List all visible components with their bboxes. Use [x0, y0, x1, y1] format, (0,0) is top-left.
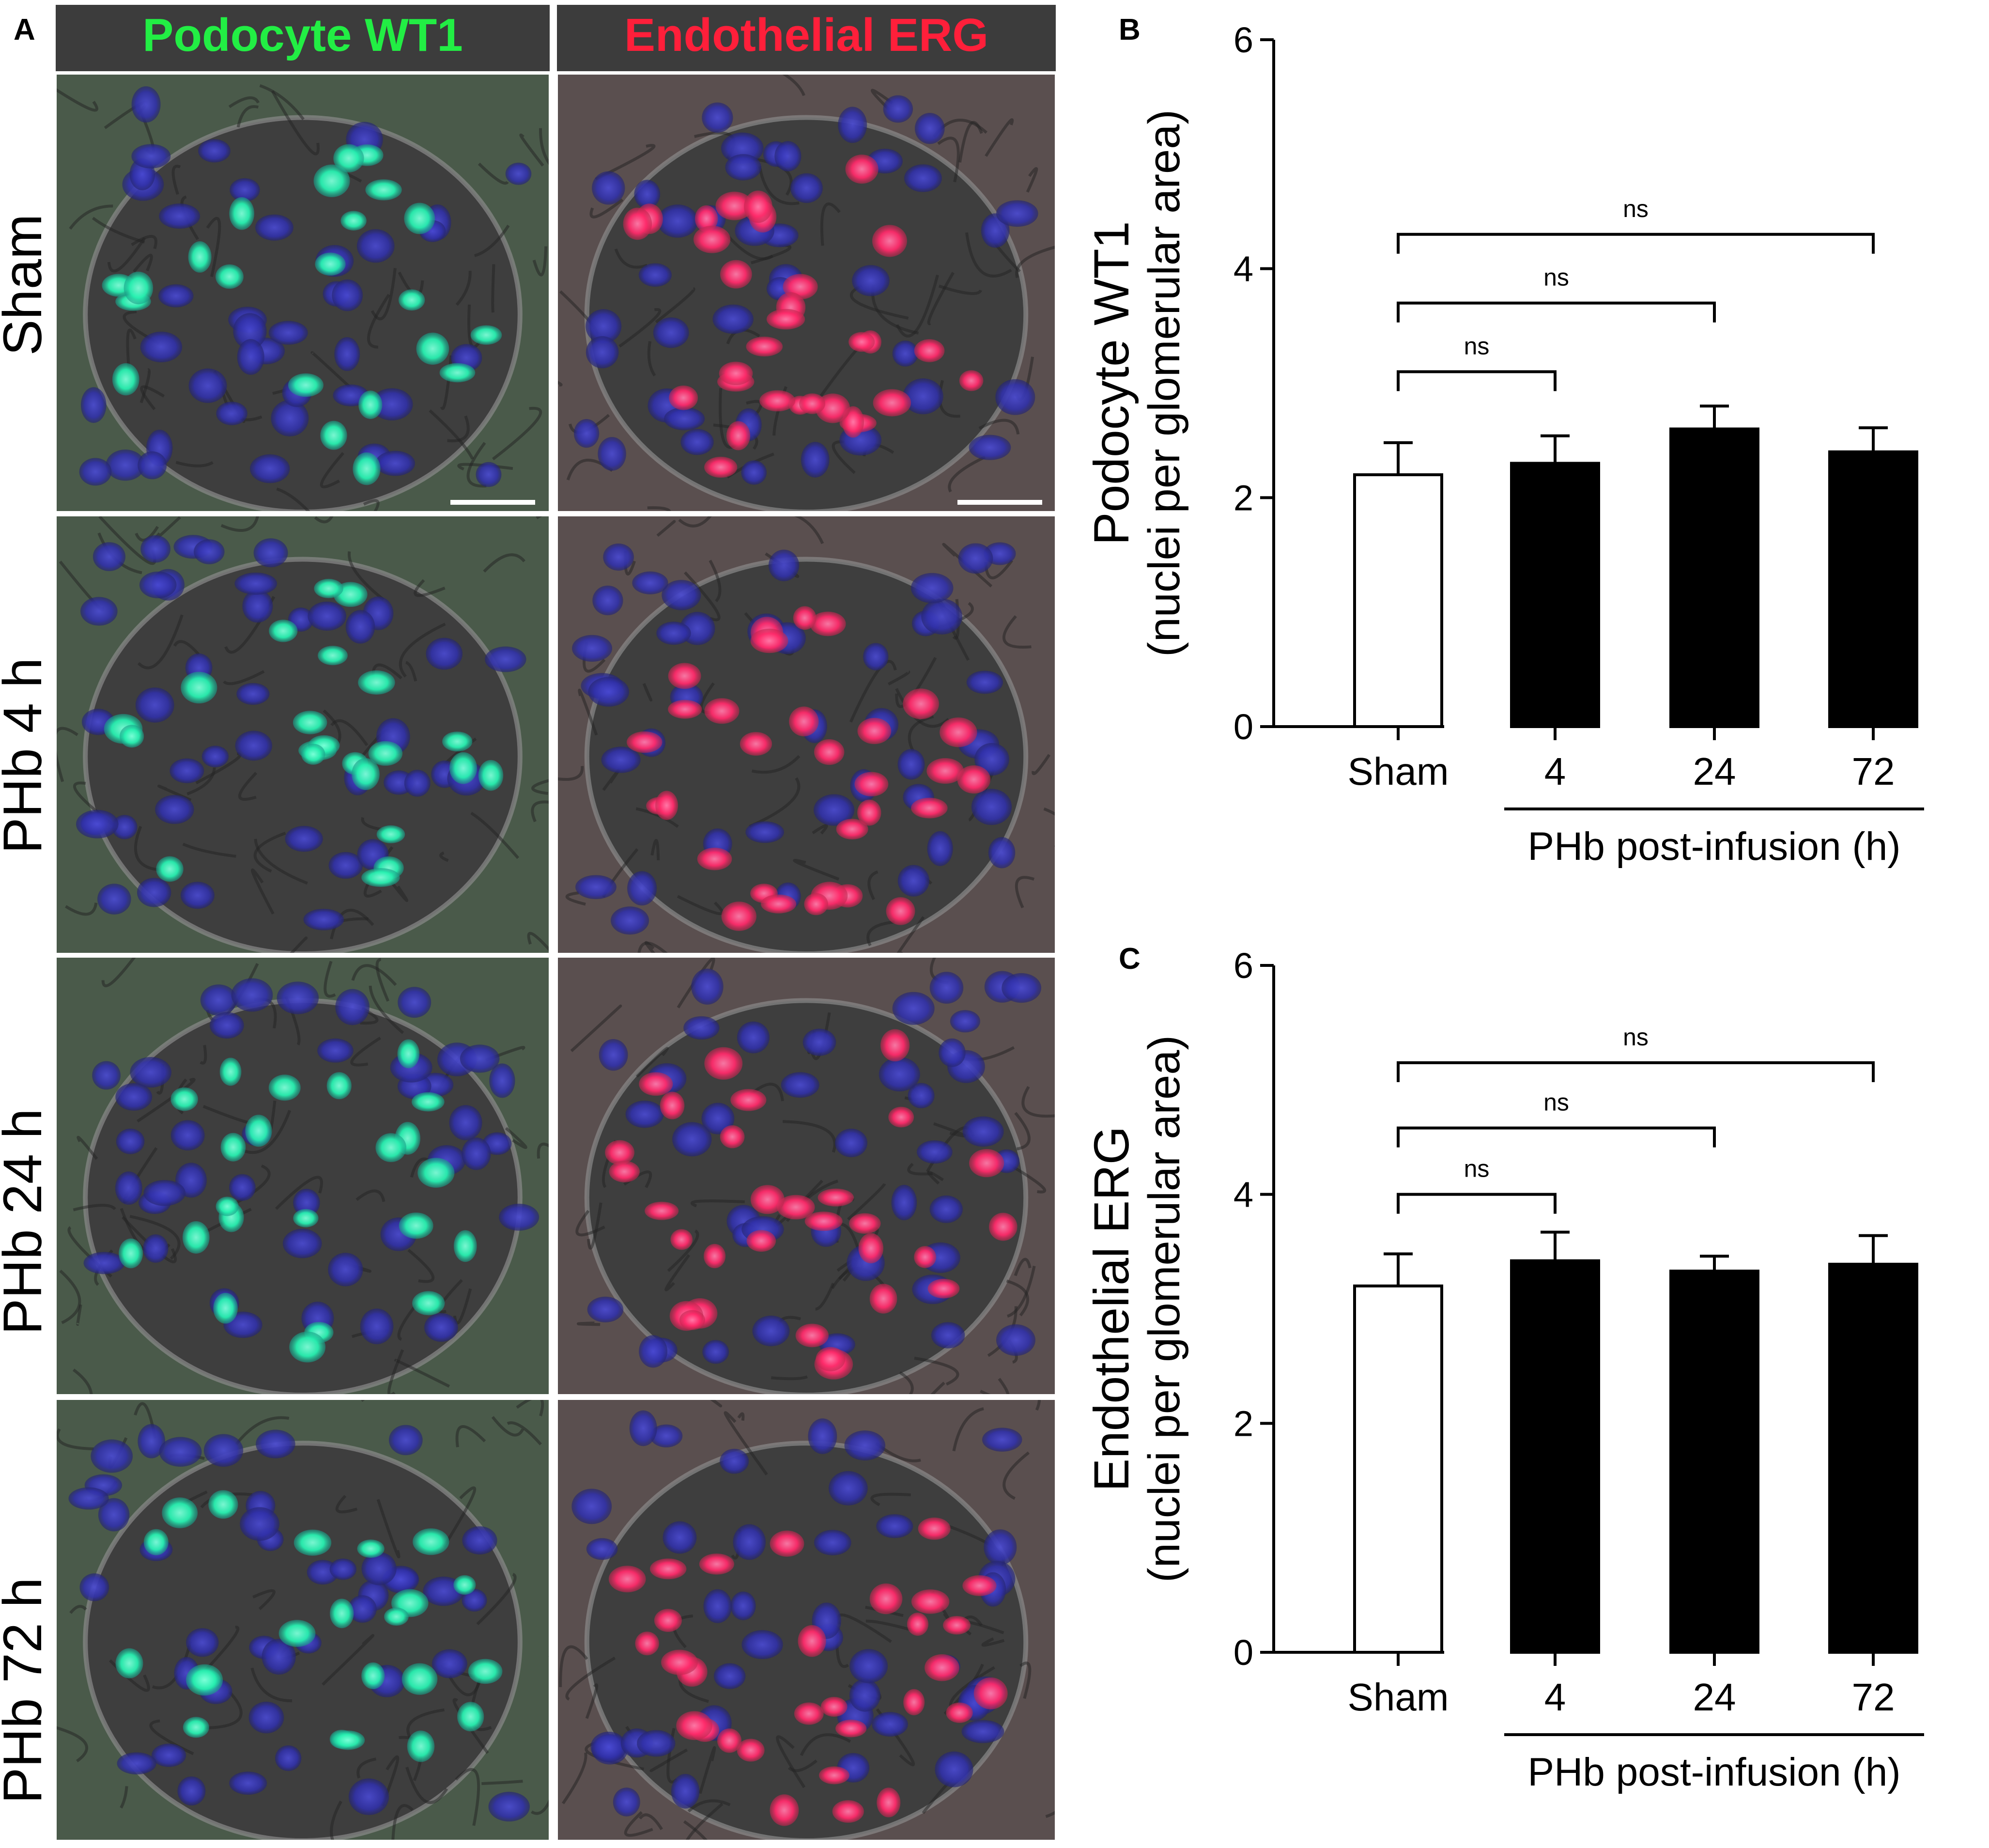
y-tick-label: 6: [1233, 946, 1253, 986]
column-header-bg-1: [56, 5, 550, 71]
panel-a: A Podocyte WT1 Endothelial ERG Sham PHb …: [0, 5, 1057, 1842]
bar-24: [1669, 1270, 1759, 1654]
bar-4: [1510, 1259, 1600, 1654]
y-tick-label: 2: [1233, 478, 1253, 518]
x-tick-label: Sham: [1348, 1676, 1449, 1719]
y-axis-title: Endothelial ERG: [1084, 1126, 1139, 1491]
significance-bracket: [1397, 1126, 1716, 1148]
column-header-bg-2: [557, 5, 1056, 71]
row-label-sham: Sham: [0, 214, 53, 356]
x-group-label: PHb post-infusion (h): [1527, 824, 1900, 869]
x-tick-label: 72: [1852, 750, 1895, 793]
significance-label: ns: [1464, 332, 1490, 359]
y-tick-label: 0: [1233, 1632, 1253, 1673]
x-tick-label: Sham: [1348, 750, 1449, 793]
scale-bar: [450, 500, 535, 505]
x-tick-label: 24: [1693, 750, 1736, 793]
x-tick-label: 72: [1852, 1676, 1895, 1719]
y-tick-label: 6: [1233, 20, 1253, 60]
row-label-phb-72h: PHb 72 h: [0, 1578, 53, 1804]
micrograph-phb-72h-wt1: [55, 1398, 551, 1842]
x-tick-label: 24: [1693, 1676, 1736, 1719]
significance-bracket: [1397, 1193, 1557, 1214]
significance-label: ns: [1464, 1155, 1490, 1182]
bar-72: [1828, 450, 1918, 728]
micrograph-phb-72h-erg: [556, 1398, 1057, 1842]
micrograph-phb-24h-erg: [556, 956, 1057, 1396]
row-label-phb-24h: PHb 24 h: [0, 1109, 53, 1335]
bar-4: [1510, 462, 1600, 728]
significance-label: ns: [1623, 1024, 1649, 1051]
x-group-label: PHb post-infusion (h): [1527, 1750, 1900, 1794]
micrograph-phb-4h-erg: [556, 514, 1057, 955]
significance-label: ns: [1623, 195, 1649, 222]
panel-a-letter: A: [14, 13, 35, 47]
micrograph-phb-4h-wt1: [55, 514, 551, 955]
y-tick-label: 4: [1233, 1175, 1253, 1215]
micrograph-phb-24h-wt1: [55, 956, 551, 1396]
micrograph-sham-wt1: [55, 73, 551, 513]
bar-72: [1828, 1262, 1918, 1654]
column-label-podocyte-wt1: Podocyte WT1: [142, 9, 463, 61]
x-tick-label: 4: [1544, 750, 1566, 793]
x-tick-label: 4: [1544, 1676, 1566, 1719]
y-axis-subtitle: (nuclei per glomerular area): [1140, 109, 1189, 657]
y-axis-title: Podocyte WT1: [1084, 221, 1139, 545]
panel-b-letter: B: [1119, 13, 1141, 47]
y-tick-label: 0: [1233, 707, 1253, 747]
micrograph-sham-erg: [556, 73, 1057, 513]
bar-sham: [1353, 473, 1443, 728]
significance-bracket: [1397, 301, 1716, 323]
significance-bracket: [1397, 370, 1557, 391]
significance-label: ns: [1543, 1089, 1569, 1116]
significance-bracket: [1397, 233, 1875, 254]
y-tick-label: 4: [1233, 249, 1253, 289]
y-axis-subtitle: (nuclei per glomerular area): [1140, 1035, 1189, 1583]
column-label-endothelial-erg: Endothelial ERG: [624, 9, 988, 61]
significance-bracket: [1397, 1061, 1875, 1082]
y-tick-label: 2: [1233, 1403, 1253, 1444]
row-label-phb-4h: PHb 4 h: [0, 658, 53, 854]
bar-sham: [1353, 1284, 1443, 1654]
significance-label: ns: [1543, 264, 1569, 291]
panel-c-letter: C: [1119, 942, 1141, 976]
scale-bar: [957, 500, 1042, 505]
bar-24: [1669, 427, 1759, 728]
